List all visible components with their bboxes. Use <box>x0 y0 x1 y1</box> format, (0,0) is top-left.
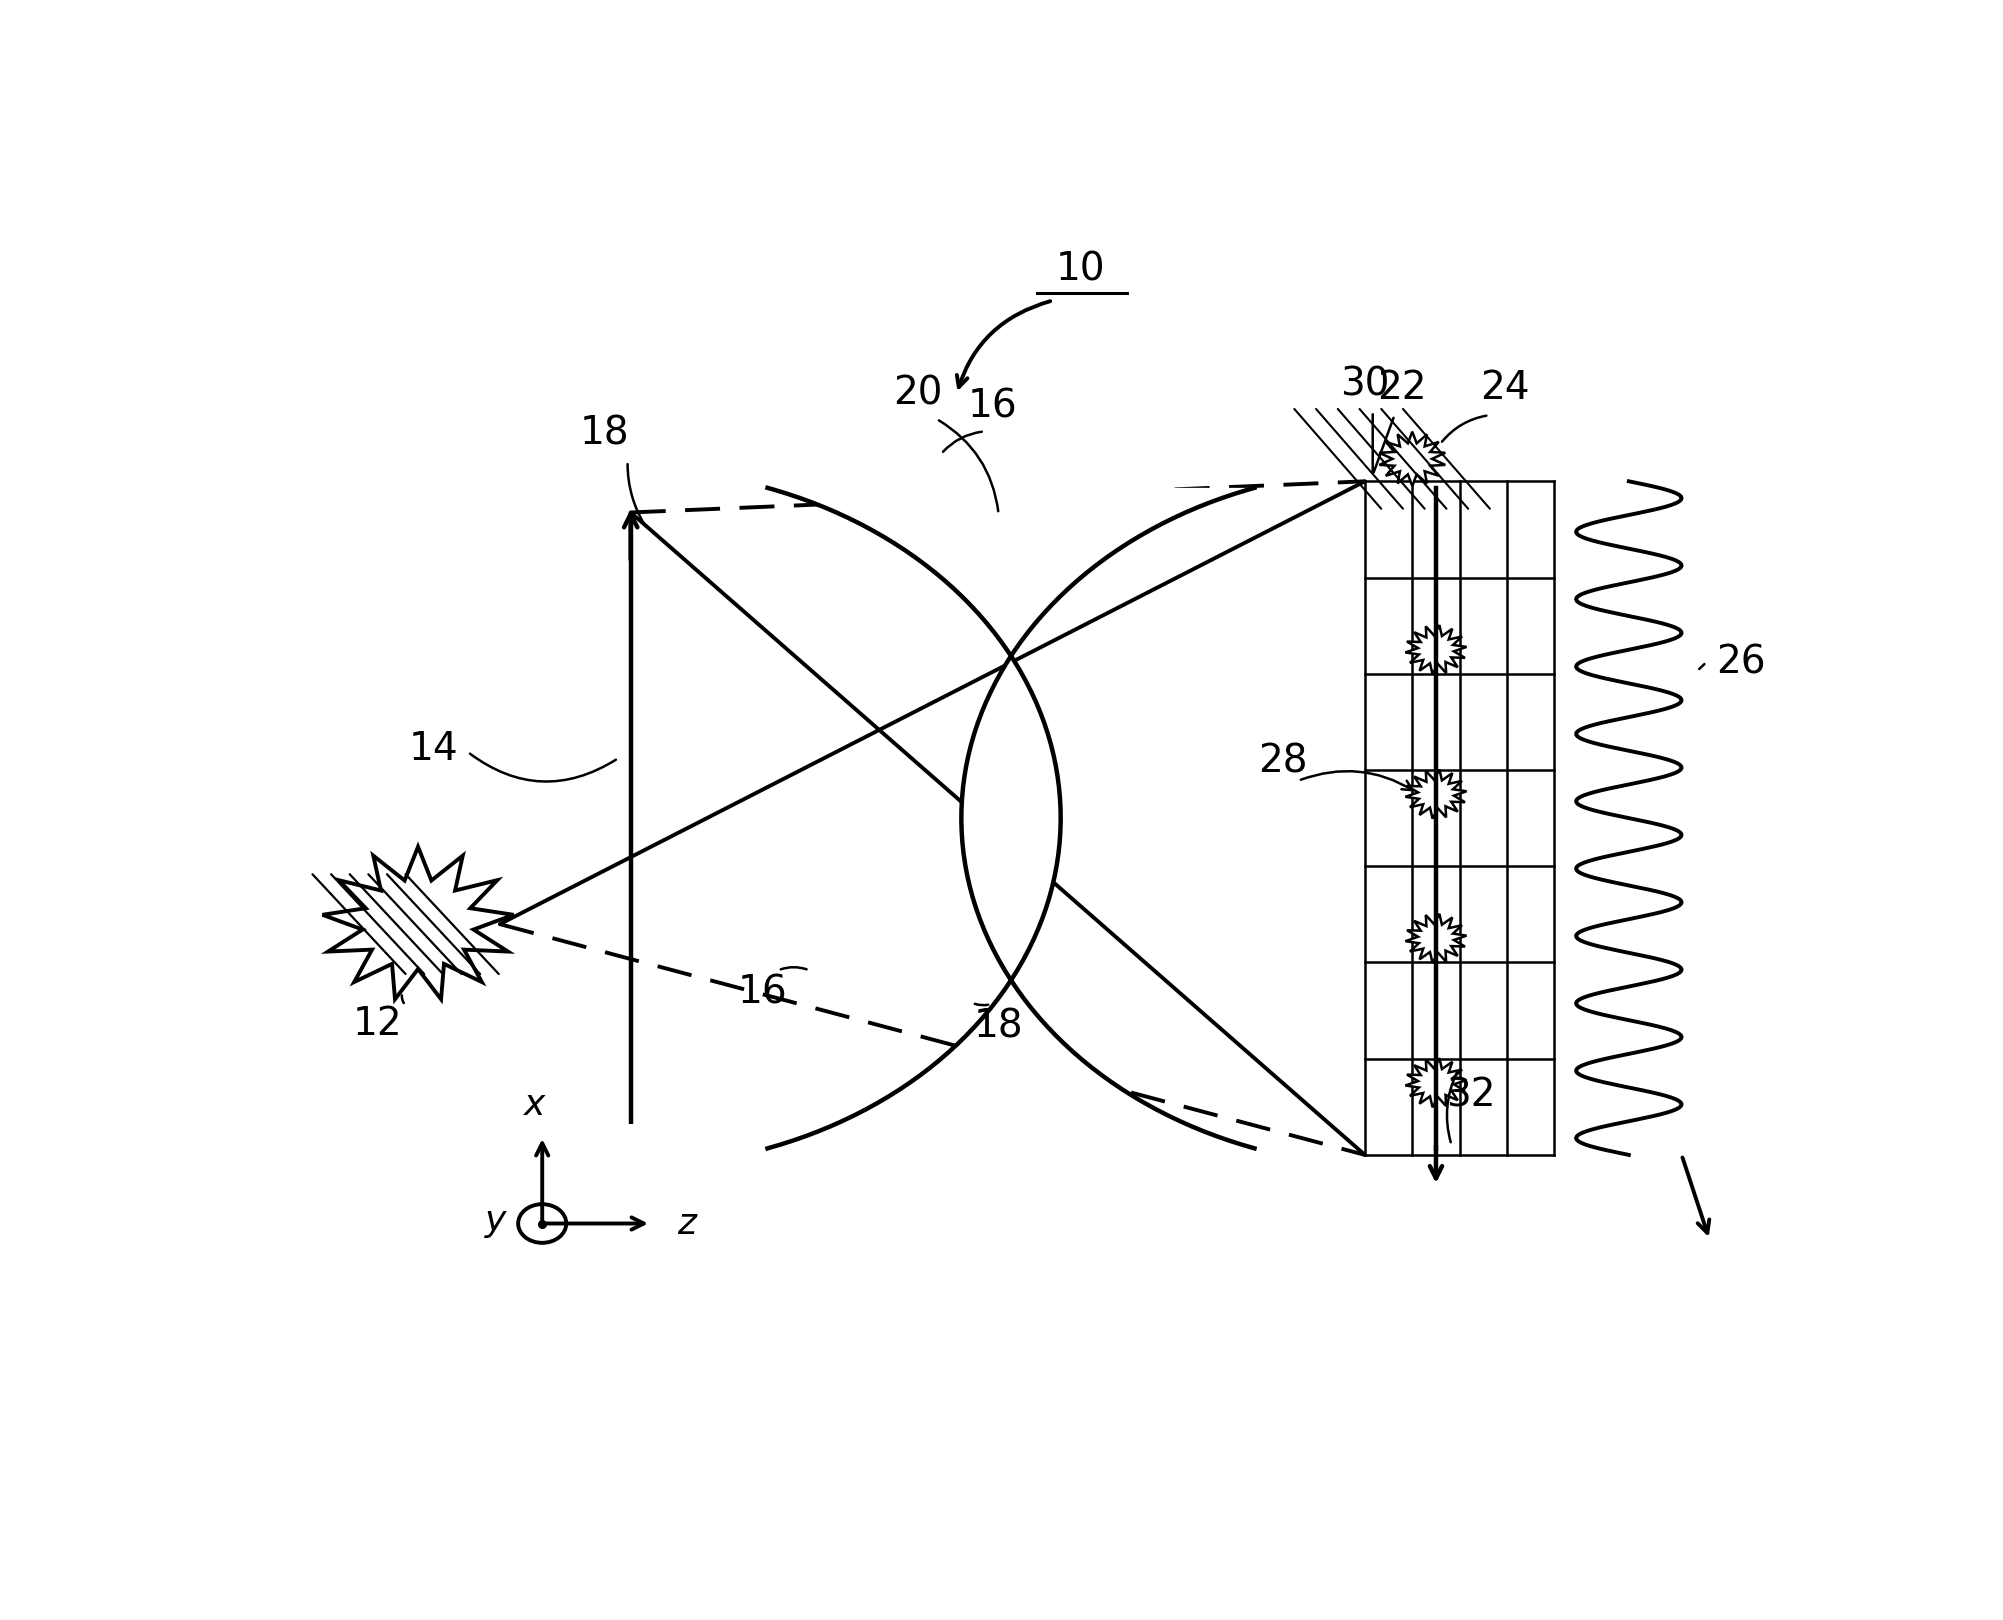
Text: 22: 22 <box>1378 369 1426 407</box>
Text: x: x <box>523 1089 545 1123</box>
Polygon shape <box>1406 914 1466 962</box>
Text: 20: 20 <box>893 374 943 413</box>
Polygon shape <box>1406 770 1466 818</box>
Text: 24: 24 <box>1480 369 1530 407</box>
Text: 18: 18 <box>579 415 629 454</box>
Text: 16: 16 <box>967 387 1018 426</box>
Text: y: y <box>485 1204 507 1238</box>
Polygon shape <box>1406 625 1466 674</box>
Polygon shape <box>322 847 513 1000</box>
Text: 32: 32 <box>1446 1076 1496 1115</box>
Text: 14: 14 <box>409 731 459 768</box>
Text: 18: 18 <box>973 1008 1024 1045</box>
Text: 26: 26 <box>1717 643 1765 680</box>
Polygon shape <box>1380 431 1446 486</box>
Text: z: z <box>677 1207 697 1241</box>
Text: 12: 12 <box>353 1004 403 1043</box>
Text: 16: 16 <box>737 974 787 1012</box>
Text: 30: 30 <box>1340 364 1390 403</box>
Text: 10: 10 <box>1056 249 1106 288</box>
Polygon shape <box>1406 1058 1466 1108</box>
Text: 28: 28 <box>1258 744 1308 781</box>
Polygon shape <box>767 488 1254 1149</box>
